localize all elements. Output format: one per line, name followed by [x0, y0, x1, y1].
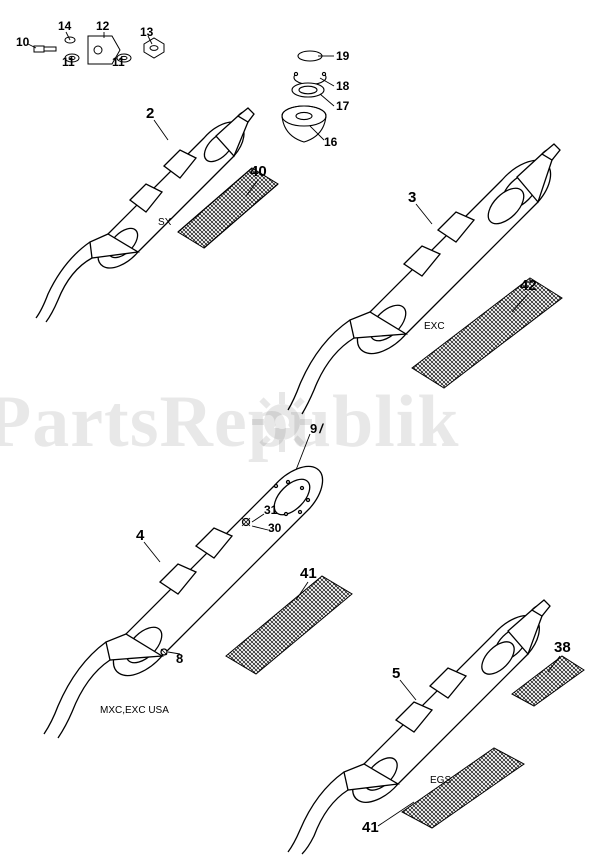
leader-lines	[0, 0, 594, 850]
